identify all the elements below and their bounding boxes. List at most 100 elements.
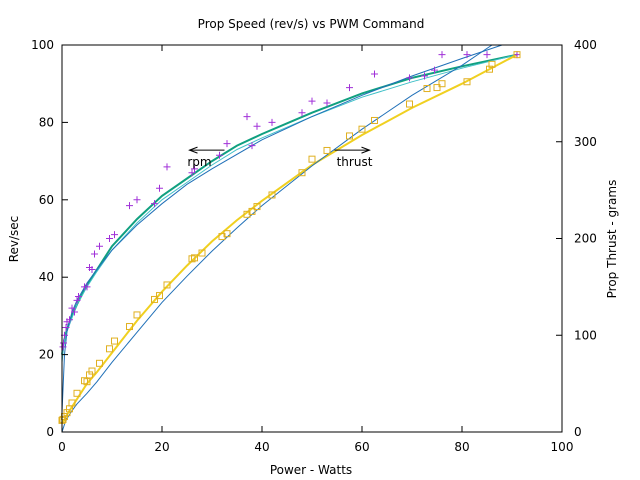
thrust-point [438,80,446,88]
thrust-point [156,292,163,300]
y2-tick-label: 300 [574,135,597,149]
rpm-point [91,250,98,258]
rpm-point [191,165,198,173]
x-axis-label: Power - Watts [270,463,352,477]
annotation-arrowhead [361,146,371,154]
thrust-point [406,100,413,108]
rpm-point [243,113,251,121]
y-tick-label: 40 [39,270,54,284]
thrust-point [308,155,316,163]
thrust-point [358,125,366,133]
thrust-point [433,84,441,92]
y-tick-label: 80 [39,115,54,129]
thrust-point [88,367,96,375]
rpm-point [431,66,438,74]
x-tick-label: 40 [254,440,269,454]
thrust-point [191,254,198,262]
rpm-point [438,51,446,59]
thrust-point [96,359,103,367]
rpm-point [163,163,171,171]
thrust-point [68,399,76,407]
thrust-point [513,51,521,59]
thrust-point [126,323,133,331]
rpm-point [483,51,491,59]
fit-curve [61,53,518,355]
rpm-point [83,283,91,291]
rpm-point [126,202,133,210]
y2-tick-label: 100 [574,328,597,342]
annotation-label: rpm [187,155,211,169]
fit-curve [61,54,518,363]
thrust-point [163,281,171,289]
rpm-point [513,51,521,59]
rpm-point [106,235,113,242]
rpm-point [371,70,378,78]
x-tick-label: 80 [454,440,469,454]
rpm-point [421,72,428,80]
rpm-point [216,151,223,159]
thrust-point [106,345,113,353]
rpm-point [323,99,331,107]
y2-tick-label: 400 [574,38,597,52]
x-tick-label: 20 [154,440,169,454]
rpm-point [253,122,261,130]
y-axis-label: Rev/sec [7,216,21,263]
rpm-point [68,304,76,312]
rpm-point [156,184,163,192]
x-tick-label: 100 [551,440,574,454]
annotation-arrowhead [188,146,198,154]
rpm-point [248,142,256,150]
rpm-point [151,200,158,208]
y-tick-label: 0 [46,425,54,439]
rpm-point [298,109,306,117]
rpm-point [111,231,118,239]
y2-axis-label: Prop Thrust - grams [605,180,619,299]
rpm-point [60,339,67,347]
rpm-point [96,242,103,250]
thrust-point [248,207,256,215]
annotation-label: thrust [337,155,373,169]
rpm-point [346,84,353,92]
annotations: rpm thrust [187,146,373,169]
rpm-point [406,74,413,82]
rpm-point [188,169,196,177]
thrust-point [73,389,81,397]
rpm-point [463,51,471,59]
thrust-point [151,295,158,303]
rpm-point [88,265,96,273]
rpm-point [62,324,70,332]
chart-title: Prop Speed (rev/s) vs PWM Command [198,17,425,31]
rpm-point [66,316,73,324]
rpm-point [223,140,231,148]
y2-tick-label: 0 [574,425,582,439]
rpm-point [268,118,276,126]
thrust-point [371,116,378,124]
x-tick-label: 60 [354,440,369,454]
thrust-point [323,146,331,154]
rpm-point [133,196,141,204]
rpm-point [73,296,81,304]
y-tick-label: 20 [39,348,54,362]
thrust-point [83,378,91,386]
x-tick-label: 0 [58,440,66,454]
rpm-point [308,97,316,105]
rpm-point [71,308,78,316]
rpm-point [75,293,82,301]
thrust-point [268,191,276,199]
thrust-point [488,60,496,68]
thrust-point [298,169,306,177]
thrust-point [133,311,141,319]
thrust-point [223,230,231,238]
y-tick-label: 60 [39,193,54,207]
fit-curve [61,44,503,413]
thrust-point [463,78,471,86]
thrust-point [423,85,431,93]
y2-tick-label: 200 [574,232,597,246]
thrust-point [198,249,206,257]
thrust-point [111,337,118,345]
data-points [58,51,521,424]
thrust-point [346,132,353,140]
thrust-point [253,203,261,211]
